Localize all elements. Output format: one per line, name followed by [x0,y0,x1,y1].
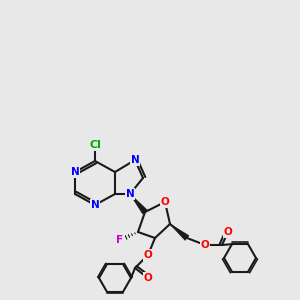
Polygon shape [170,224,189,240]
Text: O: O [201,240,209,250]
Text: F: F [116,235,124,245]
Text: Cl: Cl [89,140,101,150]
Text: O: O [224,227,232,237]
Text: N: N [70,167,80,177]
Text: O: O [144,250,152,260]
Text: O: O [160,197,169,207]
Polygon shape [130,194,147,214]
Text: N: N [91,200,99,210]
Text: N: N [126,189,134,199]
Text: O: O [144,273,152,283]
Text: N: N [130,155,140,165]
